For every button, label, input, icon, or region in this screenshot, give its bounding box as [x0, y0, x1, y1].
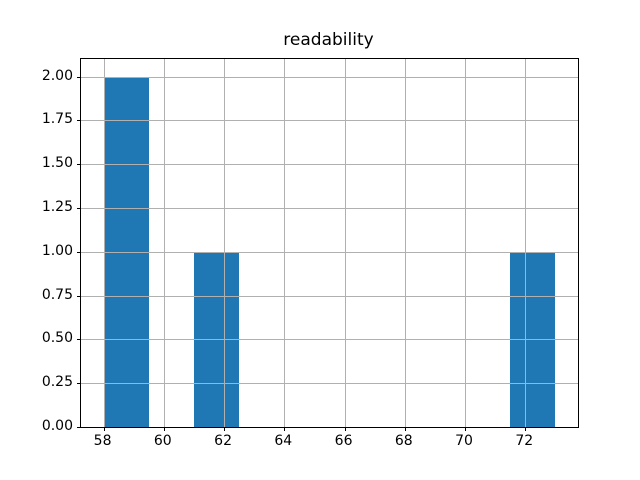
gridline-horizontal: [81, 383, 578, 385]
x-tick-mark: [404, 427, 406, 431]
y-tick-mark: [77, 251, 81, 253]
gridline-vertical: [163, 59, 165, 427]
gridline-horizontal: [81, 208, 578, 209]
y-tick-mark: [77, 339, 81, 341]
x-tick-label: 60: [153, 433, 172, 449]
y-tick-label: 0.50: [41, 330, 73, 347]
gridline-horizontal: [81, 339, 578, 341]
x-tick-label: 68: [394, 433, 413, 449]
gridline-vertical: [344, 59, 346, 427]
y-tick-label: 0.25: [41, 374, 73, 391]
y-tick-mark: [77, 427, 81, 428]
x-tick-mark: [284, 427, 286, 431]
x-tick-label: 70: [455, 433, 473, 449]
y-tick-mark: [77, 295, 81, 297]
y-tick-label: 1.25: [41, 199, 73, 215]
gridline-horizontal: [81, 120, 578, 122]
gridline-vertical: [465, 59, 466, 427]
y-tick-label: 0.75: [41, 286, 73, 303]
y-tick-label: 0.00: [41, 418, 73, 434]
x-tick-label: 58: [93, 433, 112, 449]
x-tick-mark: [163, 427, 165, 431]
x-tick-mark: [103, 427, 105, 431]
x-tick-mark: [465, 427, 466, 431]
gridline-vertical: [103, 59, 105, 427]
x-tick-label: 62: [214, 433, 233, 449]
x-tick-label: 64: [274, 433, 293, 449]
plot-area: [77, 58, 579, 431]
gridline-vertical: [525, 59, 527, 427]
histogram-bar: [103, 76, 149, 427]
gridline-vertical: [284, 59, 286, 427]
y-tick-label: 1.75: [41, 111, 73, 128]
y-tick-mark: [77, 208, 81, 209]
y-tick-label: 1.00: [41, 242, 73, 259]
gridline-horizontal: [81, 295, 578, 297]
x-tick-mark: [344, 427, 346, 431]
y-tick-label: 2.00: [41, 67, 73, 84]
y-tick-mark: [77, 120, 81, 122]
x-tick-mark: [224, 427, 226, 431]
gridline-horizontal: [81, 251, 578, 253]
gridline-vertical: [224, 59, 226, 427]
y-tick-mark: [77, 383, 81, 385]
chart-title: readability: [283, 30, 374, 50]
y-tick-label: 1.50: [41, 155, 73, 172]
gridline-horizontal: [81, 76, 578, 78]
x-tick-mark: [525, 427, 527, 431]
x-tick-label: 66: [334, 433, 353, 449]
x-tick-label: 72: [515, 433, 534, 449]
gridline-horizontal: [81, 164, 578, 166]
y-tick-mark: [77, 76, 81, 78]
gridline-vertical: [404, 59, 406, 427]
y-tick-mark: [77, 164, 81, 166]
